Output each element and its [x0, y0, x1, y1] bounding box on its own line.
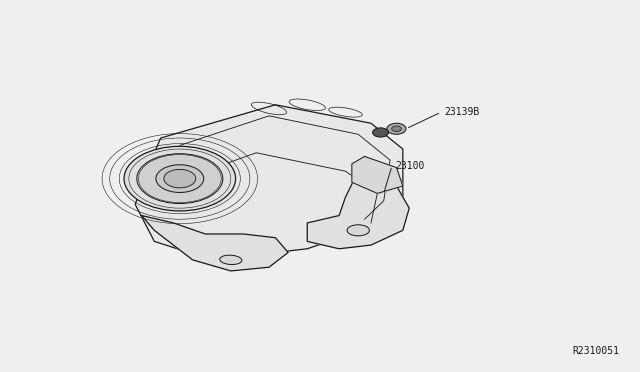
Ellipse shape — [156, 165, 204, 192]
Ellipse shape — [387, 123, 406, 134]
Polygon shape — [135, 105, 403, 260]
Ellipse shape — [220, 255, 242, 264]
Text: 23139B: 23139B — [444, 107, 479, 117]
Ellipse shape — [124, 146, 236, 211]
Ellipse shape — [347, 225, 369, 236]
Polygon shape — [307, 171, 409, 249]
Polygon shape — [141, 215, 288, 271]
Ellipse shape — [392, 126, 401, 132]
Ellipse shape — [137, 154, 223, 203]
Ellipse shape — [164, 169, 196, 188]
Ellipse shape — [372, 128, 388, 137]
Text: 23100: 23100 — [395, 161, 424, 171]
Text: R2310051: R2310051 — [573, 346, 620, 356]
Polygon shape — [352, 157, 403, 193]
